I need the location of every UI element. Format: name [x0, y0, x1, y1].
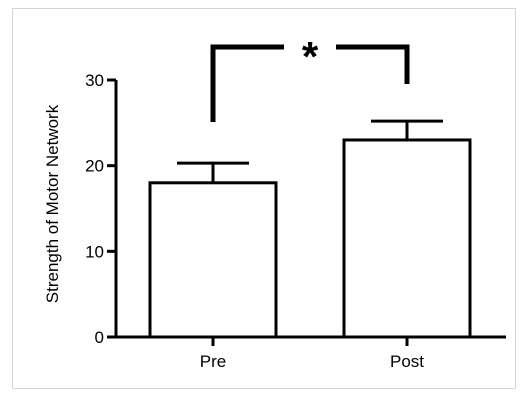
y-tick-label: 0 — [95, 328, 104, 347]
x-tick-label: Pre — [200, 352, 226, 371]
chart-frame — [12, 8, 516, 389]
bracket-left — [210, 44, 284, 122]
y-tick-label: 30 — [85, 71, 104, 90]
bar — [342, 138, 472, 339]
y-tick-label: 20 — [85, 157, 104, 176]
x-axis: Pre Post — [107, 335, 506, 371]
bars — [148, 119, 472, 339]
y-axis-label: Strength of Motor Network — [43, 104, 62, 303]
significance-asterisk: * — [302, 33, 319, 80]
x-tick-label: Post — [390, 352, 424, 371]
significance-bracket: * — [210, 33, 410, 122]
y-tick-label: 10 — [85, 242, 104, 261]
bracket-right — [336, 44, 410, 84]
y-axis: 0 10 20 30 — [85, 71, 118, 347]
bar — [148, 181, 278, 339]
